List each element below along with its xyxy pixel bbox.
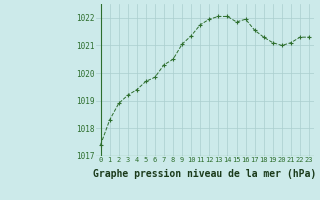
X-axis label: Graphe pression niveau de la mer (hPa): Graphe pression niveau de la mer (hPa) xyxy=(93,169,316,179)
